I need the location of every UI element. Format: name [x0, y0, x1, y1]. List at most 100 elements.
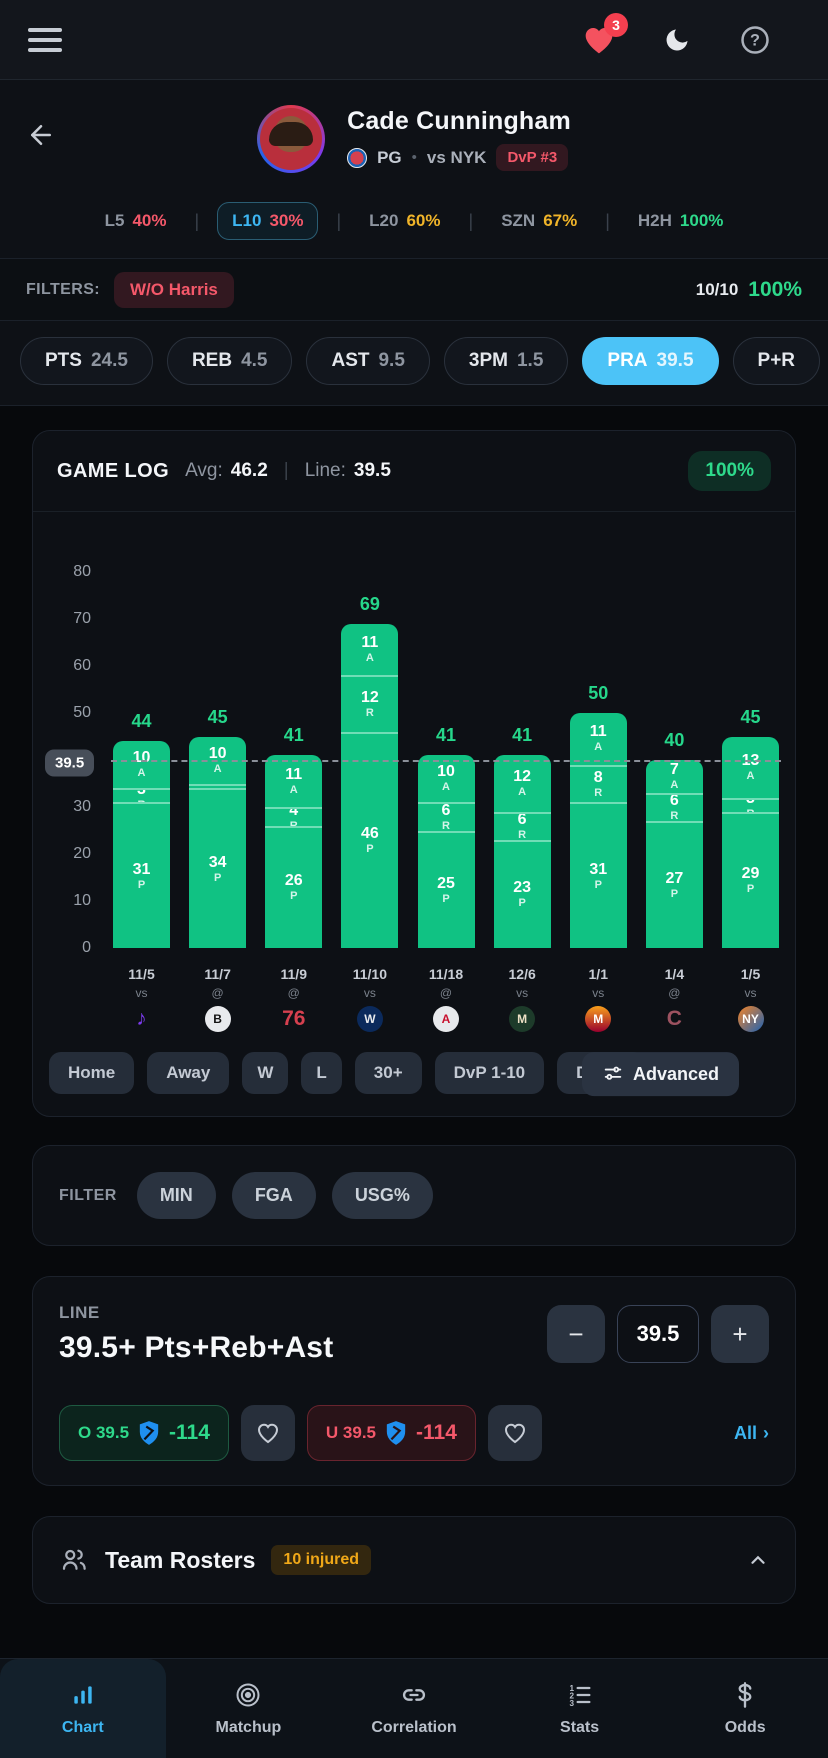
chip-l[interactable]: L: [301, 1052, 342, 1094]
hit-rate-badge: 100%: [688, 451, 771, 491]
target-icon: [234, 1680, 262, 1710]
under-odds-value: -114: [416, 1421, 457, 1444]
dark-mode-moon-icon[interactable]: [660, 23, 694, 57]
game-bar-1-5: 45 13A 3R29P: [722, 707, 779, 957]
tab-value: 9.5: [378, 350, 405, 371]
filter-pill-usg[interactable]: USG%: [331, 1172, 433, 1219]
nav-tab-matchup[interactable]: Matchup: [166, 1659, 332, 1758]
favorite-under-heart-icon[interactable]: [487, 1405, 542, 1461]
game-bar-11-18: 41 10 A 6 R 25 P: [417, 725, 475, 956]
nav-tab-chart[interactable]: Chart: [0, 1659, 166, 1758]
tab-p+r[interactable]: P+R: [732, 337, 821, 385]
help-icon[interactable]: ?: [738, 23, 772, 57]
sportsbook-shield-icon: [385, 1420, 407, 1446]
increment-button[interactable]: +: [711, 1305, 769, 1363]
home-away-indicator: @: [211, 986, 224, 1000]
home-away-indicator: @: [439, 986, 453, 1000]
bottom-navigation: Chart Matchup Correlation 1 2 3 Stats Odds: [0, 1658, 828, 1758]
team-logo-was-icon: W: [341, 1004, 398, 1034]
tab-label: PRA: [607, 350, 648, 371]
game-date: 11/5: [128, 966, 155, 982]
svg-text:2: 2: [569, 1692, 574, 1701]
split-h2h[interactable]: H2H 100%: [628, 203, 734, 239]
tab-ast[interactable]: AST 9.5: [306, 337, 430, 385]
x-label-atl: 11/18 @ A: [418, 966, 475, 1034]
chip-home[interactable]: Home: [49, 1052, 135, 1094]
home-away-indicator: vs: [744, 986, 757, 1000]
chip-w[interactable]: W: [242, 1052, 289, 1094]
filter-label: FILTER: [59, 1186, 117, 1204]
team-logo-uta-icon: ♪: [113, 1004, 170, 1034]
opponent-label: vs NYK: [426, 147, 487, 167]
tab-pts[interactable]: PTS 24.5: [20, 337, 153, 385]
split-value: 100%: [679, 211, 724, 230]
decrement-button[interactable]: −: [547, 1305, 605, 1363]
chip-30-[interactable]: 30+: [354, 1052, 422, 1094]
back-arrow-icon[interactable]: [26, 120, 56, 150]
logo-circle: NY: [737, 1006, 764, 1032]
game-date: 1/5: [740, 966, 761, 982]
nav-tab-stats[interactable]: 1 2 3 Stats: [497, 1659, 663, 1758]
sliders-icon: [602, 1063, 624, 1085]
nav-tab-correlation[interactable]: Correlation: [331, 1659, 497, 1758]
over-odds-button[interactable]: O 39.5 -114: [59, 1405, 229, 1461]
filters-bar: FILTERS: W/O Harris 10/10 100%: [0, 259, 828, 321]
nav-label: Correlation: [371, 1719, 457, 1736]
filter-pill-min[interactable]: MIN: [136, 1172, 216, 1219]
chip-dvp-1-10[interactable]: DvP 1-10: [434, 1052, 545, 1094]
tab-value: 4.5: [241, 350, 268, 371]
chip-away[interactable]: Away: [147, 1052, 230, 1094]
bar-total-label: 45: [207, 706, 228, 727]
game-date: 11/9: [280, 966, 307, 982]
bar-segment-points: 31 P: [113, 802, 170, 948]
tab-reb[interactable]: REB 4.5: [166, 337, 293, 385]
stepper-value[interactable]: 39.5: [617, 1305, 699, 1363]
bar-segment-rebounds: 3R: [722, 797, 779, 812]
game-bar-12-6: 41 12 A 6 R 23 P: [493, 725, 551, 956]
bar-segment-rebounds: 12 R: [341, 675, 399, 731]
favorite-over-heart-icon[interactable]: [240, 1405, 295, 1461]
x-label-mia: 1/1 vs M: [570, 966, 627, 1034]
odds-row: O 39.5 -114 U 39.5 -114: [59, 1405, 769, 1461]
chart-x-axis: 11/5 vs ♪ 11/7 @ B 11/9 @76 11/10 vs W 11/18 @ A 12/6 v…: [113, 966, 779, 1034]
y-axis-tick: 10: [73, 892, 91, 909]
y-axis-tick: 0: [82, 939, 91, 956]
split-label: L20: [369, 211, 399, 230]
under-odds-button[interactable]: U 39.5 -114: [306, 1405, 476, 1461]
bar-segment-assists: 12 A: [513, 768, 532, 798]
line-value: 39.5: [353, 460, 391, 481]
y-axis-tick: 30: [73, 798, 91, 815]
x-label-cle: 1/4 @ C: [646, 966, 703, 1034]
filter-card: FILTER MIN FGA USG%: [32, 1145, 796, 1246]
bar-segment-assists: 10 A: [208, 744, 227, 775]
bar-total-label: 40: [664, 730, 685, 750]
tab-pra[interactable]: PRA 39.5: [582, 337, 719, 385]
under-side-label: U 39.5: [325, 1423, 377, 1442]
tab-3pm[interactable]: 3PM 1.5: [443, 337, 569, 385]
team-rosters-card[interactable]: Team Rosters 10 injured: [32, 1516, 796, 1604]
split-l5[interactable]: L5 40%: [95, 203, 177, 239]
favorites-heart-icon[interactable]: 3: [582, 12, 628, 57]
bar-total-label: 41: [283, 725, 304, 746]
split-szn[interactable]: SZN 67%: [491, 203, 587, 239]
bar-total-label: 50: [588, 683, 609, 703]
all-odds-link[interactable]: All ›: [734, 1423, 769, 1444]
split-l20[interactable]: L20 60%: [359, 203, 450, 239]
game-log-chart: 01020305060708039.54410A3R31P4510A1R34P4…: [33, 516, 795, 956]
home-away-indicator: vs: [135, 986, 148, 1000]
chevron-up-icon[interactable]: [747, 1549, 769, 1571]
nav-tab-odds[interactable]: Odds: [662, 1659, 828, 1758]
filter-pill-fga[interactable]: FGA: [231, 1172, 316, 1219]
split-label: SZN: [501, 211, 536, 230]
split-l10[interactable]: L10 30%: [217, 202, 319, 240]
svg-text:1: 1: [569, 1684, 574, 1693]
filter-chip-wo-harris[interactable]: W/O Harris: [114, 271, 234, 308]
tab-label: PTS: [45, 350, 82, 371]
stacked-bar: 12 A 6 R 23 P: [493, 755, 551, 948]
nav-label: Stats: [560, 1719, 600, 1736]
menu-icon[interactable]: [28, 27, 62, 52]
advanced-filters-button[interactable]: Advanced: [581, 1052, 739, 1097]
logo-glyph: ♪: [136, 1007, 147, 1030]
